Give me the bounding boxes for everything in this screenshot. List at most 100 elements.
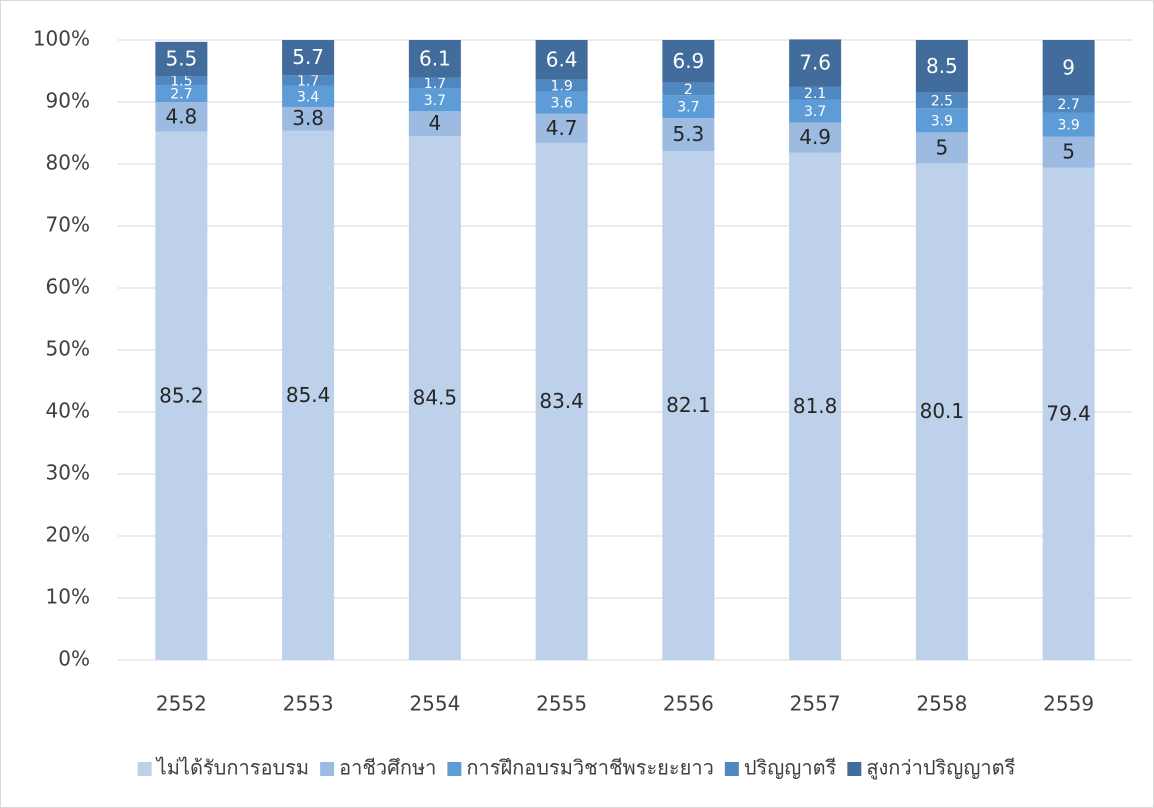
bar-segment — [408, 88, 461, 112]
legend-label: ปริญญาตรี — [744, 756, 837, 780]
data-label: 3.7 — [804, 104, 826, 120]
legend-label: ไม่ได้รับการอบรม — [155, 756, 309, 780]
data-label: 82.1 — [666, 393, 711, 417]
y-tick-label: 30% — [46, 461, 90, 485]
data-label: 81.8 — [793, 394, 838, 418]
legend-label: อาชีวศึกษา — [339, 756, 436, 780]
data-label: 7.6 — [799, 50, 831, 74]
data-label: 1.9 — [550, 79, 572, 95]
y-tick-label: 60% — [46, 275, 90, 299]
data-label: 3.9 — [1057, 118, 1079, 134]
bar-segment — [408, 77, 461, 89]
bar-segment — [1042, 112, 1095, 137]
data-label: 2.5 — [931, 93, 953, 109]
y-tick-label: 40% — [46, 399, 90, 423]
bar-segment — [915, 163, 968, 660]
y-tick-label: 0% — [58, 647, 90, 671]
data-label: 3.7 — [424, 93, 446, 109]
y-tick-label: 90% — [46, 89, 90, 113]
y-tick-label: 20% — [46, 523, 90, 547]
bar-segment — [662, 95, 715, 119]
data-label: 80.1 — [920, 399, 965, 423]
data-label: 3.9 — [931, 113, 953, 129]
data-label: 3.8 — [292, 106, 324, 130]
bar-segment — [789, 122, 842, 153]
data-label: 4 — [429, 111, 442, 135]
bar-segment — [915, 132, 968, 164]
x-tick-label: 2552 — [156, 692, 207, 716]
x-tick-label: 2558 — [916, 692, 967, 716]
bar-segment — [1042, 40, 1095, 96]
bar-segment — [408, 136, 461, 661]
bar-segment — [915, 40, 968, 93]
bar-segment — [535, 142, 588, 661]
bar-segment — [1042, 95, 1095, 113]
bar-segment — [535, 79, 588, 92]
legend-label: การฝึกอบรมวิชาชีพระยะยาว — [466, 756, 713, 780]
data-label: 2.7 — [1057, 97, 1079, 113]
legend-swatch — [847, 762, 862, 776]
legend-swatch — [724, 762, 739, 776]
legend-label: สูงกว่าปริญญาตรี — [866, 756, 1015, 781]
data-label: 5 — [1062, 140, 1075, 164]
y-tick-label: 70% — [46, 213, 90, 237]
bar-segment — [282, 130, 335, 660]
data-label: 3.4 — [297, 89, 319, 105]
data-label: 3.6 — [550, 96, 572, 112]
bar-segment — [155, 85, 208, 102]
bar-segment — [662, 118, 715, 151]
x-tick-label: 2554 — [409, 692, 460, 716]
legend-swatch — [447, 762, 462, 776]
data-label: 5.3 — [672, 122, 704, 146]
bar-segment — [789, 86, 842, 100]
bar-segment — [789, 99, 842, 123]
bar-segment — [915, 108, 968, 133]
bar-segment — [1042, 167, 1095, 660]
bar-segment — [789, 39, 842, 87]
data-label: 84.5 — [413, 386, 458, 410]
bar-segment — [789, 152, 842, 660]
data-label: 4.7 — [546, 116, 578, 140]
data-label: 6.1 — [419, 46, 451, 70]
data-label: 83.4 — [539, 389, 584, 413]
bar-segment — [662, 82, 715, 96]
data-label: 85.4 — [286, 383, 331, 407]
bar-segment — [408, 111, 461, 137]
x-tick-label: 2555 — [536, 692, 587, 716]
x-tick-label: 2556 — [663, 692, 714, 716]
x-tick-label: 2559 — [1043, 692, 1094, 716]
data-label: 4.9 — [799, 125, 831, 149]
data-label: 5.5 — [165, 46, 197, 70]
bar-segment — [282, 106, 335, 131]
data-label: 9 — [1062, 55, 1075, 79]
bar-segment — [1042, 136, 1095, 168]
data-label: 2.7 — [170, 87, 192, 103]
bar-segment — [155, 102, 208, 132]
data-label: 2 — [684, 82, 693, 98]
bar-segment — [155, 41, 208, 76]
y-tick-label: 100% — [33, 27, 90, 51]
data-label: 4.8 — [165, 104, 197, 128]
data-label: 1.7 — [297, 74, 319, 90]
data-label: 1.7 — [424, 76, 446, 92]
legend-swatch — [320, 762, 335, 776]
x-tick-label: 2553 — [283, 692, 334, 716]
data-label: 2.1 — [804, 86, 826, 102]
data-label: 1.5 — [170, 74, 192, 90]
legend-swatch — [137, 762, 152, 776]
data-label: 5 — [936, 135, 949, 159]
y-tick-label: 80% — [46, 151, 90, 175]
bar-segment — [282, 85, 335, 107]
y-tick-label: 10% — [46, 585, 90, 609]
bar-segment — [408, 40, 461, 78]
data-label: 79.4 — [1046, 401, 1091, 425]
data-label: 85.2 — [159, 383, 204, 407]
bar-segment — [662, 40, 715, 83]
bar-segment — [662, 150, 715, 661]
bar-segment — [155, 131, 208, 660]
data-label: 5.7 — [292, 45, 324, 69]
bar-segment — [282, 40, 335, 76]
data-label: 8.5 — [926, 54, 958, 78]
bar-segment — [915, 92, 968, 109]
